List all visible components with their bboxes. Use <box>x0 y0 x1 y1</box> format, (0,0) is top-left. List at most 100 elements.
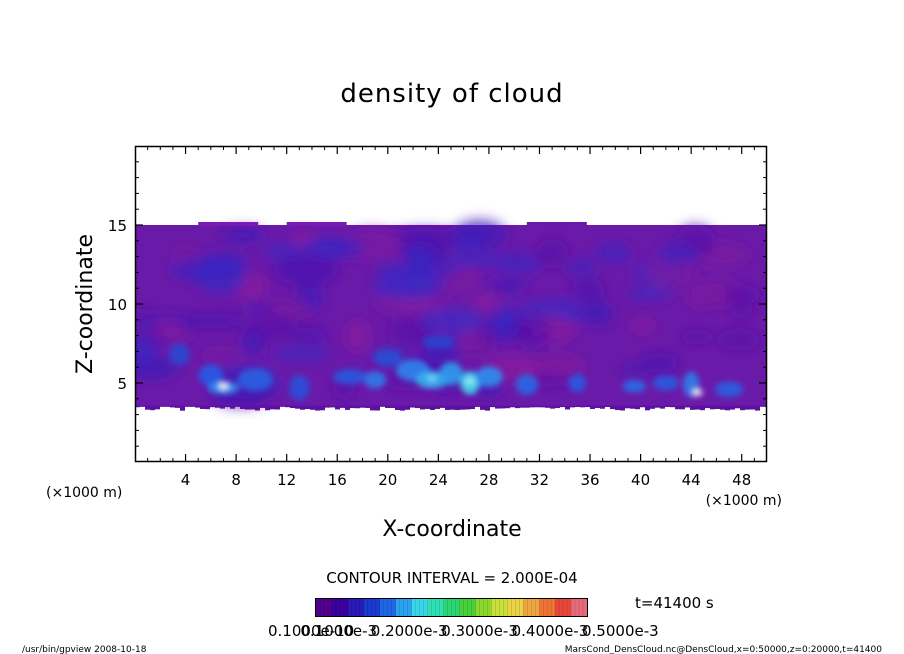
layer-edge-bottom <box>445 405 450 410</box>
colorbar-segment <box>423 599 428 616</box>
layer-edge-bottom <box>715 405 720 410</box>
x-axis-label: X-coordinate <box>382 517 521 542</box>
colorbar-segment <box>395 599 400 616</box>
colorbar-segment <box>339 599 345 616</box>
density-patch <box>536 238 569 269</box>
x-unit-left: (×1000 m) <box>46 485 122 501</box>
colorbar-tick-label: 0.4000e-3 <box>512 622 589 640</box>
layer-edge-bottom <box>400 405 405 411</box>
layer-edge-bottom <box>495 405 500 409</box>
layer-edge-bottom <box>365 405 370 408</box>
x-tick-label: 28 <box>479 471 498 489</box>
colorbar-segment <box>467 599 472 616</box>
convective-cell <box>568 373 587 393</box>
colorbar-segment <box>407 599 412 616</box>
layer-edge-bottom <box>330 405 335 408</box>
layer-edge-bottom <box>255 405 260 411</box>
footer-right: MarsCond_DensCloud.nc@DensCloud,x=0:5000… <box>565 645 882 654</box>
colorbar-segment <box>491 599 496 616</box>
colorbar-segment <box>555 599 560 616</box>
colorbar-segment <box>499 599 504 616</box>
layer-edge-bottom <box>565 405 570 410</box>
colorbar-segment <box>355 599 361 616</box>
colorbar-segment <box>515 599 520 616</box>
convective-cell <box>652 375 680 391</box>
colorbar-segment <box>459 599 464 616</box>
density-patch <box>640 352 679 373</box>
layer-edge-bottom <box>615 405 620 411</box>
layer-edge-bottom <box>505 405 510 409</box>
density-patch <box>171 245 196 258</box>
density-patch <box>391 228 458 249</box>
layer-edge-bottom <box>605 405 610 408</box>
x-tick-label: 36 <box>580 471 599 489</box>
layer-edge-bottom <box>290 405 295 409</box>
colorbar-segment <box>551 599 556 616</box>
layer-edge-bottom <box>415 405 420 409</box>
layer-edge-bottom <box>160 405 165 407</box>
layer-edge-bottom <box>475 405 480 407</box>
layer-edge-bottom <box>720 405 725 410</box>
layer-edge-bottom <box>435 405 440 409</box>
layer-edge-bottom <box>635 405 640 410</box>
layer-edge-bottom <box>385 405 390 408</box>
colorbar-segment <box>575 599 580 616</box>
colorbar-segment <box>451 599 456 616</box>
colorbar-tick-label: 0.5000e-3 <box>582 622 659 640</box>
layer-edge-bottom <box>760 405 765 407</box>
layer-edge-bottom <box>155 405 160 410</box>
density-patch <box>657 243 699 265</box>
layer-edge-bottom <box>470 405 475 410</box>
x-tick-label: 40 <box>631 471 650 489</box>
colorbar-segment <box>375 599 381 616</box>
density-patch <box>135 308 158 319</box>
layer-edge-bottom <box>210 405 215 408</box>
layer-edge-bottom <box>240 405 245 409</box>
colorbar-segment <box>547 599 552 616</box>
colorbar-segment <box>363 599 369 616</box>
layer-edge-bottom <box>740 405 745 411</box>
colorbar-segment <box>535 599 540 616</box>
colorbar-segment <box>323 599 329 616</box>
contour-interval-label: CONTOUR INTERVAL = 2.000E-04 <box>326 569 577 587</box>
colorbar-segment <box>563 599 568 616</box>
x-tick-label: 16 <box>328 471 347 489</box>
colorbar-segment <box>531 599 536 616</box>
layer-edge-bottom <box>320 405 325 411</box>
colorbar-labels: 0.1000e-100.1000e-30.2000e-30.3000e-30.4… <box>268 622 659 640</box>
layer-edge-bottom <box>285 405 290 408</box>
convective-cell <box>198 364 224 387</box>
colorbar-segment <box>443 599 448 616</box>
layer-edge-bottom <box>360 405 365 408</box>
colorbar-segment <box>579 599 584 616</box>
colorbar-segment <box>455 599 460 616</box>
layer-edge-bottom <box>625 405 630 409</box>
layer-edge-bottom <box>460 405 465 410</box>
colorbar-segment <box>483 599 488 616</box>
colorbar-tick-label: 0.1000e-10 <box>268 622 354 640</box>
layer-edge-bottom <box>600 405 605 409</box>
colorbar-segment <box>571 599 576 616</box>
density-patch <box>451 234 483 252</box>
convective-cell <box>714 381 744 398</box>
convective-core <box>464 377 475 385</box>
convective-cell <box>168 343 190 366</box>
layer-edge-bottom <box>395 405 400 411</box>
chart-title: density of cloud <box>340 79 563 109</box>
density-patch <box>455 339 494 355</box>
colorbar-segment <box>487 599 492 616</box>
density-patch <box>442 252 507 267</box>
colorbar-segment <box>475 599 480 616</box>
layer-edge-bottom <box>455 405 460 411</box>
convective-core <box>427 374 438 382</box>
density-patch <box>482 280 529 293</box>
layer-edge-bottom <box>235 405 240 407</box>
layer-edge-bottom <box>465 405 470 410</box>
density-patch <box>263 300 314 317</box>
layer-edge-bottom <box>490 405 495 408</box>
layer-edge-bottom <box>195 405 200 408</box>
x-tick-label: 12 <box>277 471 296 489</box>
layer-edge-bottom <box>165 405 170 407</box>
layer-edge-bottom <box>650 405 655 409</box>
